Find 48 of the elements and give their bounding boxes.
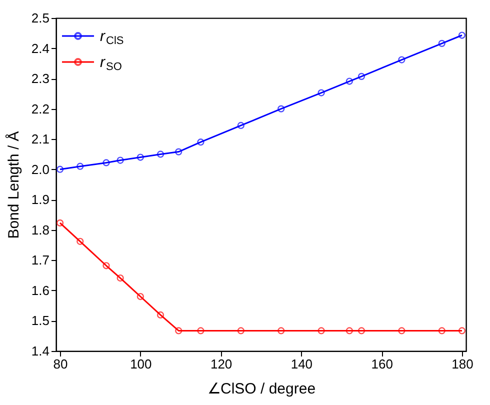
- point: [398, 327, 406, 334]
- point: [175, 148, 182, 156]
- point: [438, 327, 446, 334]
- x-tick-label: 160: [371, 356, 393, 372]
- x-tick-label: 140: [290, 356, 313, 372]
- y-tick-label: 2.4: [31, 40, 50, 56]
- y-tick-label: 2.3: [31, 71, 50, 86]
- point: [136, 154, 144, 161]
- y-tick-label: 1.4: [31, 344, 50, 358]
- x-tick-label: 180: [452, 356, 474, 372]
- point: [358, 72, 366, 80]
- point: [197, 138, 204, 146]
- point: [346, 327, 353, 334]
- point: [156, 150, 164, 158]
- point: [346, 78, 353, 85]
- y-tick-label: 1.5: [31, 313, 50, 328]
- point: [278, 327, 285, 334]
- point: [237, 327, 244, 334]
- x-axis-title: ∠ClSO / degree: [207, 380, 316, 398]
- point: [76, 162, 84, 170]
- x-tick-label: 80: [53, 356, 68, 372]
- point: [197, 327, 204, 334]
- y-tick-label: 2.2: [31, 101, 50, 116]
- point: [116, 156, 124, 164]
- point: [318, 327, 325, 334]
- point: [136, 292, 144, 300]
- point: [102, 159, 110, 166]
- point: [278, 105, 285, 112]
- point: [76, 238, 84, 245]
- point: [175, 327, 182, 334]
- x-tick-label: 100: [130, 356, 152, 372]
- point: [438, 40, 446, 47]
- y-axis-title: Bond Length / Å: [4, 131, 22, 239]
- x-tick-label: 120: [210, 356, 232, 372]
- point: [358, 327, 366, 334]
- y-tick-label: 1.7: [31, 252, 50, 268]
- y-tick-label: 2.5: [31, 10, 50, 26]
- point: [318, 89, 325, 96]
- y-tick-label: 1.8: [31, 222, 50, 238]
- point: [116, 274, 124, 282]
- y-tick-label: 2.1: [31, 132, 50, 147]
- point: [102, 262, 110, 270]
- point: [237, 122, 244, 130]
- y-tick-label: 2.0: [31, 162, 50, 177]
- point: [156, 311, 164, 319]
- y-tick-label: 1.6: [31, 282, 50, 298]
- y-tick-label: 1.9: [31, 192, 50, 208]
- point: [398, 56, 406, 64]
